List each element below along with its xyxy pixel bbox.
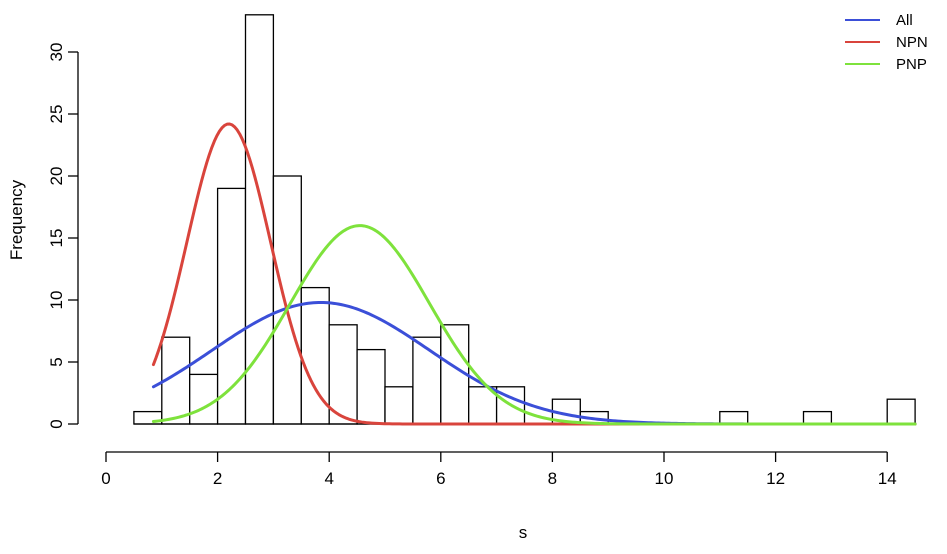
y-tick-label: 30 xyxy=(47,43,66,62)
density-curves xyxy=(151,122,917,426)
x-tick-label: 10 xyxy=(655,469,674,488)
x-tick-label: 6 xyxy=(436,469,445,488)
y-tick-label: 10 xyxy=(47,291,66,310)
y-tick-label: 0 xyxy=(47,419,66,428)
x-tick-label: 12 xyxy=(766,469,785,488)
y-axis-label: Frequency xyxy=(7,179,26,260)
histogram-bar xyxy=(244,14,275,425)
histogram-bars xyxy=(133,14,916,425)
histogram-bar xyxy=(802,410,833,425)
x-tick-label: 4 xyxy=(324,469,333,488)
histogram-bar xyxy=(886,398,916,425)
legend: All NPN PNP xyxy=(845,12,928,73)
histogram-bar xyxy=(272,175,302,425)
x-tick-label: 2 xyxy=(213,469,222,488)
y-axis: 0 5 10 15 20 25 30 xyxy=(47,43,79,429)
histogram-bar xyxy=(719,410,749,425)
y-tick-label: 15 xyxy=(47,229,66,248)
legend-label: PNP xyxy=(896,56,927,73)
histogram-bar xyxy=(216,187,247,425)
y-tick-label: 5 xyxy=(47,357,66,366)
x-tick-label: 0 xyxy=(101,469,110,488)
legend-item-pnp: PNP xyxy=(845,56,927,73)
histogram-bar xyxy=(412,336,442,425)
legend-label: NPN xyxy=(896,34,928,51)
legend-item-all: All xyxy=(845,12,913,29)
x-axis: 0 2 4 6 8 10 12 14 xyxy=(101,451,897,488)
histogram-bar xyxy=(189,373,219,425)
y-tick-label: 20 xyxy=(47,167,66,186)
x-tick-label: 14 xyxy=(878,469,897,488)
legend-label: All xyxy=(896,12,913,29)
histogram-bar xyxy=(384,386,414,425)
x-tick-label: 8 xyxy=(548,469,557,488)
legend-item-npn: NPN xyxy=(845,34,928,51)
histogram-bar xyxy=(356,348,386,425)
y-tick-label: 25 xyxy=(47,105,66,124)
x-axis-label: s xyxy=(519,523,528,542)
series-line-pnp xyxy=(151,224,917,426)
